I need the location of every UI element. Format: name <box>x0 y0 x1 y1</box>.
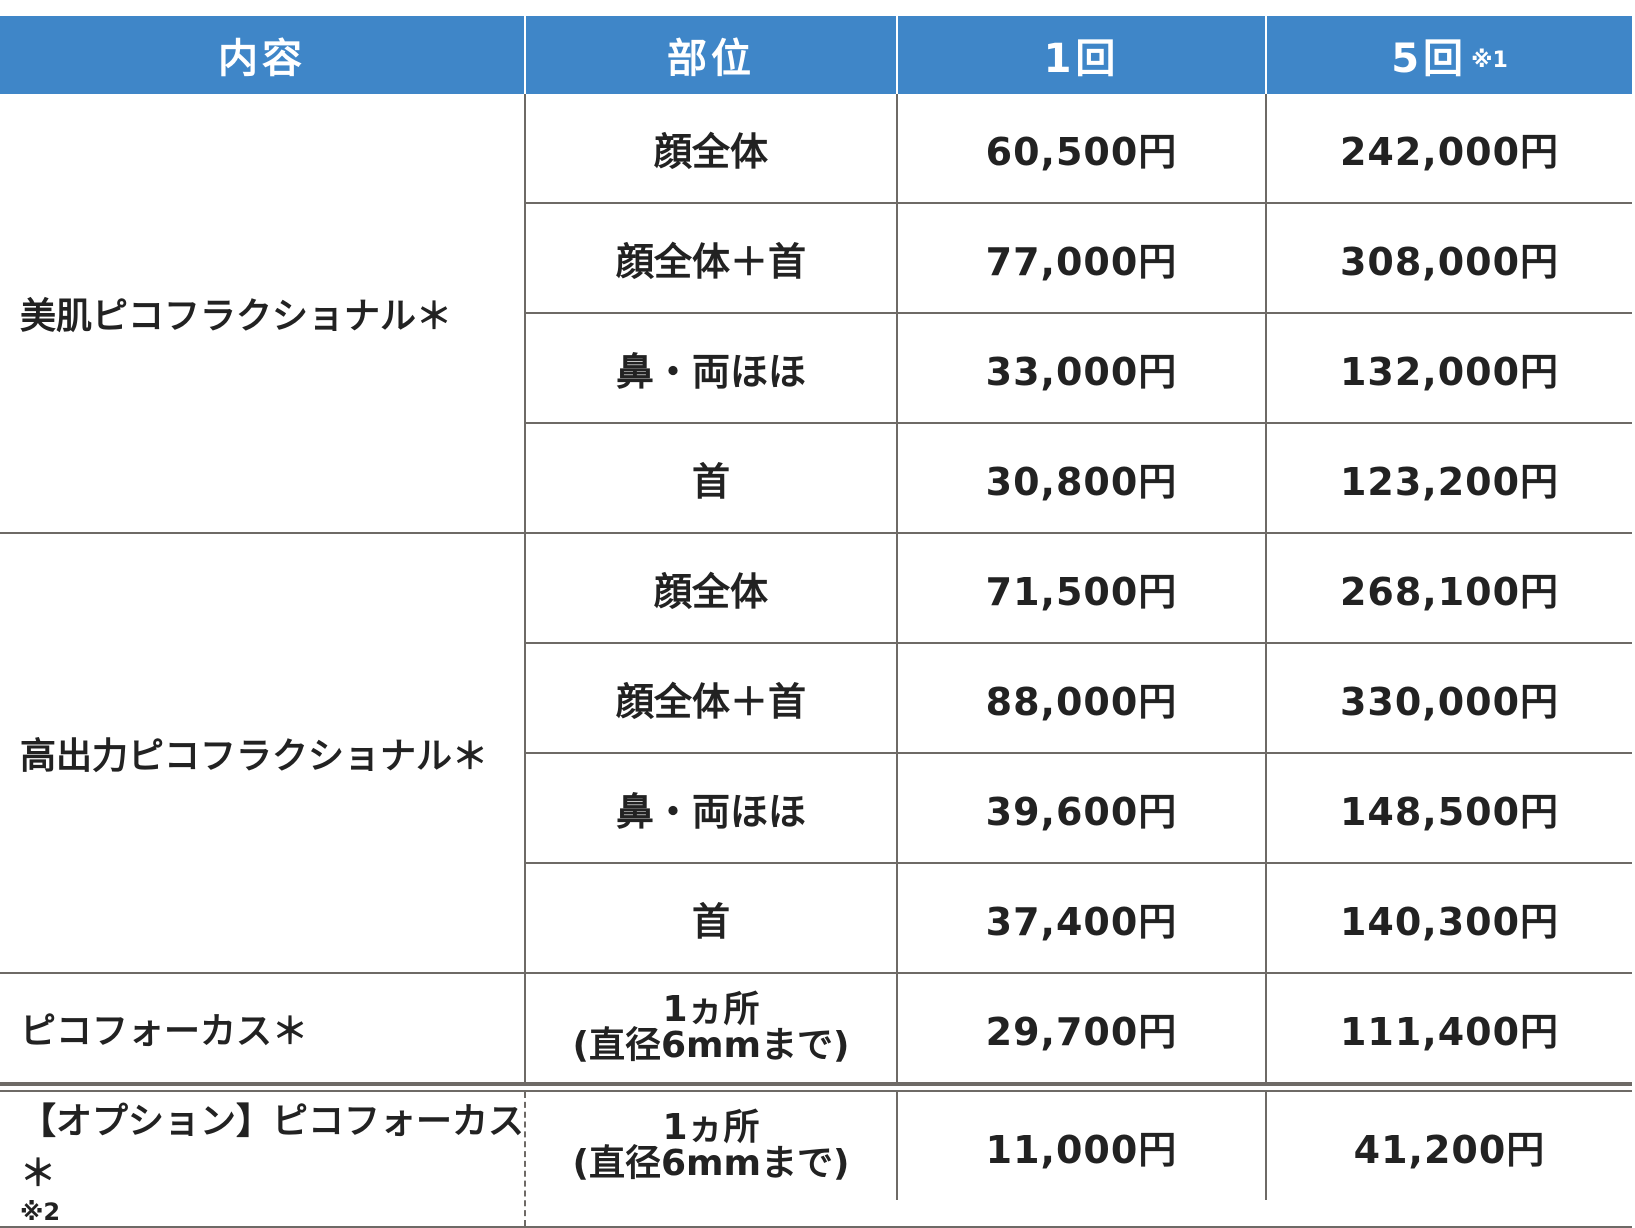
group-pico-focus: ピコフォーカス＊ 1ヵ所 (直径6mmまで) 29,700円 111,400円 <box>0 974 1632 1084</box>
part-cell: 顔全体 <box>526 94 898 202</box>
price-once: 30,800円 <box>898 424 1267 532</box>
part-cell: 首 <box>526 424 898 532</box>
table-row: 首 37,400円 140,300円 <box>526 864 1632 972</box>
part-cell: 顔全体＋首 <box>526 644 898 752</box>
price-once: 33,000円 <box>898 314 1267 422</box>
table-header: 内容 部位 1回 5回 ※1 <box>0 16 1632 94</box>
part-cell: 1ヵ所 (直径6mmまで) <box>526 1092 898 1200</box>
price-once: 77,000円 <box>898 204 1267 312</box>
table-row: 鼻・両ほほ 39,600円 148,500円 <box>526 754 1632 864</box>
table-row: 1ヵ所 (直径6mmまで) 11,000円 41,200円 <box>526 1092 1632 1200</box>
price-once: 11,000円 <box>898 1092 1267 1200</box>
price-five: 148,500円 <box>1339 789 1560 834</box>
price-five: 242,000円 <box>1339 129 1560 174</box>
price-five: 132,000円 <box>1339 349 1560 394</box>
group-high-power-pico-fractional: 高出力ピコフラクショナル＊ 顔全体 71,500円 268,100円 顔全体＋首… <box>0 534 1632 974</box>
table-row: 1ヵ所 (直径6mmまで) 29,700円 111,400円 <box>526 974 1632 1082</box>
price-five: 330,000円 <box>1339 679 1560 724</box>
header-note-1: ※1 <box>1471 47 1508 73</box>
part-cell: 顔全体＋首 <box>526 204 898 312</box>
part-line-2: (直径6mmまで) <box>572 1143 850 1184</box>
part-line-2: (直径6mmまで) <box>572 1025 850 1066</box>
option-label-text: 【オプション】ピコフォーカス＊ <box>20 1101 525 1194</box>
price-five: 111,400円 <box>1339 1009 1560 1054</box>
table-row: 顔全体＋首 88,000円 330,000円 <box>526 644 1632 754</box>
price-once: 39,600円 <box>898 754 1267 862</box>
part-cell: 鼻・両ほほ <box>526 314 898 422</box>
group-option-pico-focus: 【オプション】ピコフォーカス＊ ※2 1ヵ所 (直径6mmまで) 11,000円… <box>0 1090 1632 1228</box>
table-row: 顔全体＋首 77,000円 308,000円 <box>526 204 1632 314</box>
table-row: 首 30,800円 123,200円 <box>526 424 1632 532</box>
double-rule-divider <box>0 1084 1632 1090</box>
part-cell: 1ヵ所 (直径6mmまで) <box>526 974 898 1082</box>
price-once: 37,400円 <box>898 864 1267 972</box>
group-label: ピコフォーカス＊ <box>0 974 526 1082</box>
table-row: 鼻・両ほほ 33,000円 132,000円 <box>526 314 1632 424</box>
price-once: 88,000円 <box>898 644 1267 752</box>
table-row: 顔全体 60,500円 242,000円 <box>526 94 1632 204</box>
part-cell: 鼻・両ほほ <box>526 754 898 862</box>
table-row: 顔全体 71,500円 268,100円 <box>526 534 1632 644</box>
part-line-1: 1ヵ所 <box>662 989 760 1030</box>
price-five: 308,000円 <box>1339 239 1560 284</box>
price-once: 60,500円 <box>898 94 1267 202</box>
group-label: 高出力ピコフラクショナル＊ <box>0 534 526 972</box>
header-five-times-label: 5回 <box>1391 36 1468 82</box>
price-five: 140,300円 <box>1339 899 1560 944</box>
group-label: 美肌ピコフラクショナル＊ <box>0 94 526 532</box>
header-content: 内容 <box>0 16 526 94</box>
part-cell: 顔全体 <box>526 534 898 642</box>
header-part: 部位 <box>526 16 898 94</box>
price-five: 268,100円 <box>1339 569 1560 614</box>
part-line-1: 1ヵ所 <box>662 1107 760 1148</box>
price-five: 41,200円 <box>1353 1127 1546 1172</box>
price-table: 内容 部位 1回 5回 ※1 美肌ピコフラクショナル＊ 顔全体 60,500円 2… <box>0 16 1632 1228</box>
group-label: 【オプション】ピコフォーカス＊ ※2 <box>0 1092 526 1226</box>
price-once: 71,500円 <box>898 534 1267 642</box>
price-five: 123,200円 <box>1339 459 1560 504</box>
header-five-times: 5回 ※1 <box>1267 16 1632 94</box>
option-note-2: ※2 <box>20 1198 61 1226</box>
part-cell: 首 <box>526 864 898 972</box>
group-bihada-pico-fractional: 美肌ピコフラクショナル＊ 顔全体 60,500円 242,000円 顔全体＋首 … <box>0 94 1632 534</box>
header-once: 1回 <box>898 16 1267 94</box>
price-once: 29,700円 <box>898 974 1267 1082</box>
